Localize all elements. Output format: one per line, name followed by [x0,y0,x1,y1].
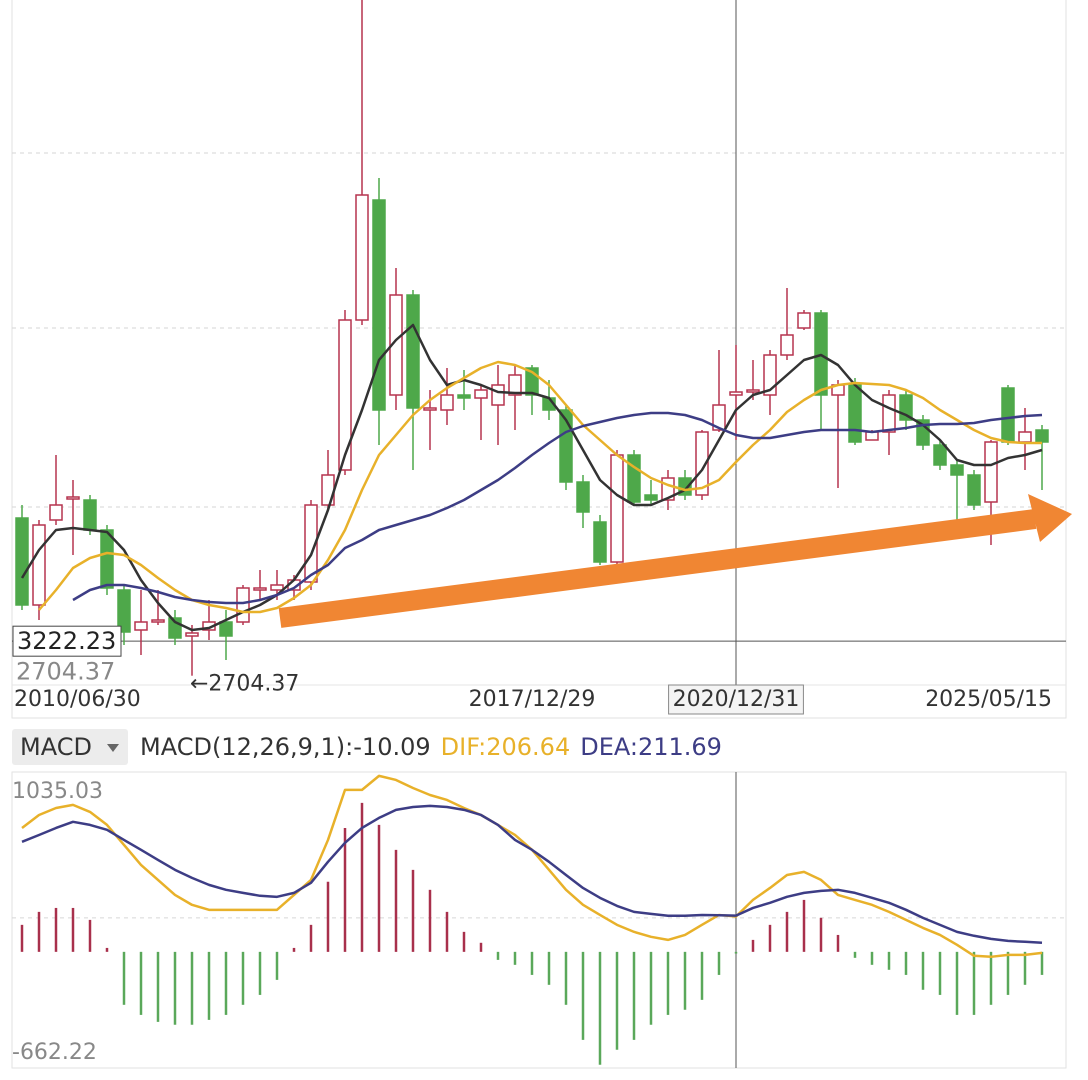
candle-body [950,464,964,476]
candle-body [134,621,148,631]
candle-body [185,632,199,637]
y-tick-label: -662.22 [12,1040,97,1065]
candle-body [780,334,794,356]
candle-body [338,319,352,471]
candle-body [151,619,165,623]
indicator-selector[interactable] [12,729,128,765]
moving-average-line [20,323,1043,632]
moving-average-line [72,411,1043,605]
candle-body [355,194,369,321]
candle-body [491,384,505,406]
macd-values: MACD(12,26,9,1):-10.09 DIF:206.64 DEA:211.… [140,733,722,761]
candle-body [457,394,471,399]
y-tick-label: 1035.03 [12,779,103,804]
candle-body [389,294,403,396]
indicator-name[interactable]: MACD [20,733,92,761]
candle-body [15,517,29,606]
candle-body [117,589,131,633]
candle-body [882,394,896,433]
candle-body [1001,387,1015,443]
candle-body [423,407,437,411]
trend-arrow-shaft [278,509,1037,628]
candle-body [746,389,760,393]
macd-header-label: DEA: [580,733,638,761]
candle-body [100,529,114,589]
candle-body [1018,431,1032,443]
candle-body [576,481,590,513]
candle-body [270,584,284,591]
candle-body [440,394,454,411]
candle-body [49,504,63,521]
labels: 2010/06/30 2017/12/29 2020/12/31 2025/05/15… [12,625,1052,1065]
candle-body [848,384,862,443]
macd-header-value: -10.09 [353,733,430,761]
macd-header-value: 206.64 [486,733,570,761]
candle-body [406,294,420,409]
candle-body [253,587,267,591]
low-value-label: 2704.37 [16,658,115,686]
candle-body [508,374,522,396]
candle-body [644,494,658,501]
macd-header: MACD MACD(12,26,9,1):-10.09 DIF:206.64 DEA… [12,729,722,765]
overlay [278,494,1072,628]
x-tick-label: 2025/05/15 [925,687,1052,712]
candle-body [797,312,811,329]
candle-body [559,409,573,483]
price-panel [11,0,1067,719]
low-marker-label: ←2704.37 [190,672,299,697]
candle-body [933,444,947,466]
candle-body [372,199,386,411]
candle-body [593,521,607,563]
trend-arrow-head [1028,494,1072,542]
x-tick-label: 2010/06/30 [14,687,141,712]
candle-body [66,496,80,500]
macd-header-label: DIF: [441,733,487,761]
candle-body [1035,429,1049,443]
candle-body [219,621,233,637]
candle-body [304,504,318,583]
candle-body [729,391,743,396]
x-tick-label: 2017/12/29 [469,687,596,712]
crosshair-price-box [12,625,122,657]
dropdown-caret[interactable] [107,744,119,752]
candle-body [627,454,641,503]
moving-average-line [38,360,1042,614]
crosshair-price-label: 3222.23 [17,627,116,655]
candle-body [83,499,97,531]
candle-body [610,454,624,563]
candle-body [712,404,726,431]
candle-body [236,587,250,623]
x-tick-label: 2020/12/31 [673,687,800,712]
macd-line [21,804,1043,945]
candle-body [474,389,488,399]
macd-header-label: MACD(12,26,9,1): [140,733,353,761]
macd-header-value: 211.69 [638,733,722,761]
candle-body [967,474,981,506]
candle-body [32,524,46,606]
candle-body [984,441,998,503]
plot [12,0,1066,1068]
candle-body [695,431,709,496]
candle-body [763,354,777,396]
macd-panel [11,771,1067,1069]
crosshair-date-box [668,684,804,715]
